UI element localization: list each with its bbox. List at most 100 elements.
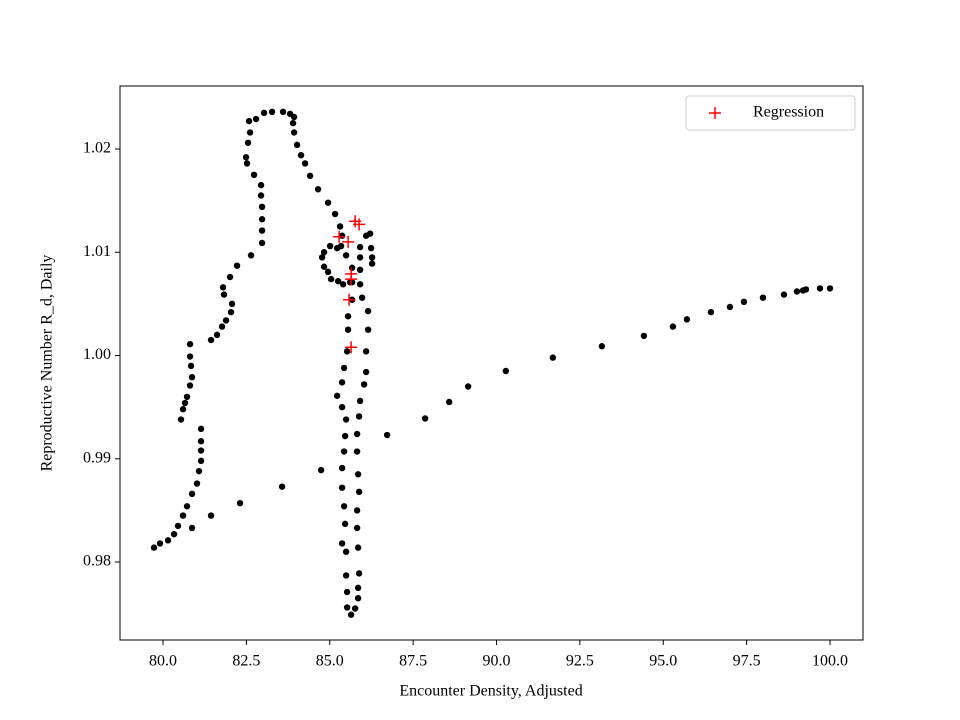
data-point	[341, 520, 349, 528]
data-point	[207, 336, 215, 344]
data-point	[320, 263, 328, 270]
data-point	[156, 540, 164, 547]
data-point	[243, 160, 251, 167]
data-point	[289, 119, 297, 127]
data-point	[464, 383, 472, 390]
data-point	[354, 584, 362, 592]
data-point	[227, 308, 235, 316]
data-point	[342, 548, 350, 555]
data-point	[343, 588, 351, 596]
x-axis-label: Encounter Density, Adjusted	[399, 683, 582, 700]
data-point	[236, 499, 244, 507]
data-point	[258, 227, 266, 234]
data-point	[362, 368, 370, 376]
data-point	[347, 611, 355, 618]
data-point	[290, 113, 298, 121]
data-point	[336, 223, 344, 230]
data-point	[421, 415, 429, 422]
data-point	[683, 316, 691, 323]
data-point	[333, 244, 341, 252]
data-point	[354, 471, 362, 478]
y-axis-label: Reproductive Number R_d, Daily	[39, 255, 56, 472]
data-point	[218, 323, 226, 330]
data-point	[340, 503, 348, 510]
data-point	[183, 503, 191, 510]
data-point	[356, 397, 364, 405]
data-point	[816, 285, 824, 292]
data-point	[343, 348, 351, 355]
data-point	[258, 203, 266, 211]
data-point	[344, 313, 352, 320]
data-point	[324, 199, 332, 206]
regression-point	[345, 341, 358, 354]
data-point	[197, 457, 205, 465]
data-point	[340, 364, 348, 372]
data-point	[301, 160, 309, 167]
data-point	[186, 382, 194, 389]
plot-frame	[119, 85, 864, 641]
data-point	[356, 266, 364, 274]
data-point	[342, 416, 350, 423]
data-point	[344, 326, 352, 333]
data-point	[367, 244, 375, 252]
data-point	[257, 192, 265, 199]
data-point	[197, 438, 205, 445]
data-point	[355, 488, 363, 496]
data-point	[177, 416, 185, 423]
regression-point	[345, 273, 358, 286]
data-point	[802, 286, 810, 293]
data-point	[549, 354, 557, 361]
data-point	[780, 291, 788, 298]
x-tick-label: 85.0	[316, 653, 344, 670]
data-point	[326, 242, 334, 250]
data-point	[334, 277, 342, 285]
data-point	[213, 331, 221, 339]
legend-marker	[709, 107, 721, 119]
data-point	[188, 373, 196, 381]
data-point	[228, 300, 236, 308]
data-point	[598, 343, 606, 350]
data-point	[252, 115, 260, 123]
data-point	[364, 326, 372, 333]
y-tick-label: 0.98	[83, 553, 111, 570]
data-point	[207, 512, 215, 519]
data-point	[170, 530, 178, 538]
x-tick-label: 90.0	[483, 653, 511, 670]
y-tick-label: 0.99	[83, 449, 111, 466]
data-point	[186, 340, 194, 348]
data-point	[355, 570, 363, 577]
data-point	[320, 249, 328, 256]
data-point	[187, 362, 195, 370]
data-point	[220, 291, 228, 298]
data-point	[707, 308, 715, 316]
data-point	[502, 367, 510, 375]
x-tick-label: 92.5	[566, 653, 594, 670]
data-point	[340, 448, 348, 455]
data-point	[353, 524, 361, 532]
data-point	[314, 186, 322, 193]
data-point	[179, 406, 187, 413]
data-point	[669, 323, 677, 330]
data-point	[219, 284, 227, 291]
data-point	[257, 181, 265, 189]
data-point	[342, 572, 350, 579]
data-point	[181, 399, 189, 407]
x-tick-label: 95.0	[649, 653, 677, 670]
data-point	[258, 239, 266, 247]
data-point	[297, 151, 305, 159]
data-point	[338, 540, 346, 547]
data-point	[826, 285, 834, 292]
data-point	[260, 109, 268, 117]
data-point	[268, 108, 276, 116]
x-tick-label: 97.5	[733, 653, 761, 670]
data-point	[356, 243, 364, 251]
data-point	[338, 464, 346, 472]
data-point	[793, 288, 801, 295]
data-point	[364, 307, 372, 315]
data-point	[193, 480, 201, 487]
data-point	[366, 230, 374, 237]
data-point	[348, 264, 356, 271]
data-point	[247, 252, 255, 259]
